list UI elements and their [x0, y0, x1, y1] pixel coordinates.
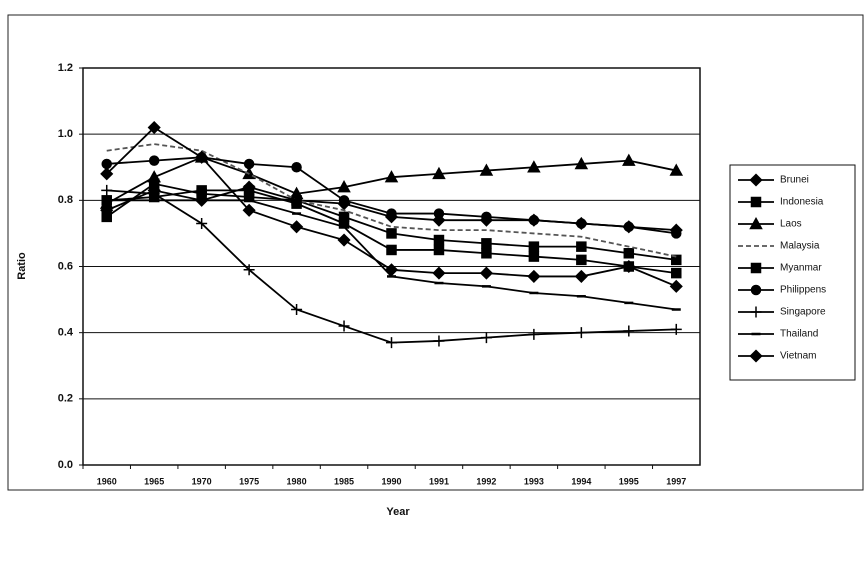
legend-label: Vietnam: [780, 351, 817, 362]
point: [577, 255, 586, 264]
point: [752, 264, 761, 273]
point: [624, 222, 633, 231]
legend-label: Indonesia: [780, 197, 824, 208]
x-tick-label: 1991: [429, 476, 449, 486]
x-tick-label: 1970: [192, 476, 212, 486]
x-tick-label: 1993: [524, 476, 544, 486]
point: [672, 269, 681, 278]
point: [482, 249, 491, 258]
legend-label: Philippens: [780, 285, 826, 296]
point: [529, 252, 538, 261]
y-axis-title: Ratio: [16, 252, 28, 280]
y-tick-label: 1.2: [58, 62, 73, 74]
legend-label: Thailand: [780, 329, 818, 340]
point: [197, 186, 206, 195]
y-tick-label: 0.0: [58, 459, 73, 471]
point: [150, 156, 159, 165]
x-tick-label: 1992: [476, 476, 496, 486]
point: [387, 245, 396, 254]
y-tick-label: 0.6: [58, 260, 73, 272]
y-tick-label: 1.0: [58, 128, 73, 140]
point: [577, 219, 586, 228]
x-tick-label: 1960: [97, 476, 117, 486]
point: [245, 186, 254, 195]
point: [482, 212, 491, 221]
point: [387, 229, 396, 238]
point: [672, 229, 681, 238]
point: [752, 198, 761, 207]
chart: Year Ratio 0.0 0.2 0.4 0.6 0.8 1.0 1.2 1960 1965…: [0, 0, 867, 564]
point: [434, 236, 443, 245]
point: [752, 286, 761, 295]
point: [577, 242, 586, 251]
point: [292, 199, 301, 208]
point: [529, 242, 538, 251]
y-tick-label: 0.4: [58, 327, 74, 339]
x-tick-label: 1990: [381, 476, 401, 486]
point: [624, 249, 633, 258]
legend-label: Malaysia: [780, 241, 820, 252]
legend-label: Singapore: [780, 307, 826, 318]
point: [529, 216, 538, 225]
point: [102, 159, 111, 168]
legend-label: Brunei: [780, 175, 809, 186]
point: [434, 209, 443, 218]
x-tick-label: 1994: [571, 476, 591, 486]
x-tick-label: 1980: [287, 476, 307, 486]
point: [102, 212, 111, 221]
point: [387, 209, 396, 218]
x-tick-label: 1965: [144, 476, 164, 486]
x-tick-label: 1975: [239, 476, 259, 486]
x-axis-title: Year: [386, 506, 410, 518]
x-tick-label: 1997: [666, 476, 686, 486]
legend-label: Myanmar: [780, 263, 822, 274]
y-tick-label: 0.2: [58, 393, 73, 405]
y-tick-label: 0.8: [58, 194, 73, 206]
point: [482, 239, 491, 248]
x-tick-label: 1995: [619, 476, 639, 486]
point: [292, 163, 301, 172]
point: [434, 245, 443, 254]
x-tick-label: 1985: [334, 476, 354, 486]
point: [245, 159, 254, 168]
legend-label: Laos: [780, 219, 802, 230]
point: [340, 196, 349, 205]
